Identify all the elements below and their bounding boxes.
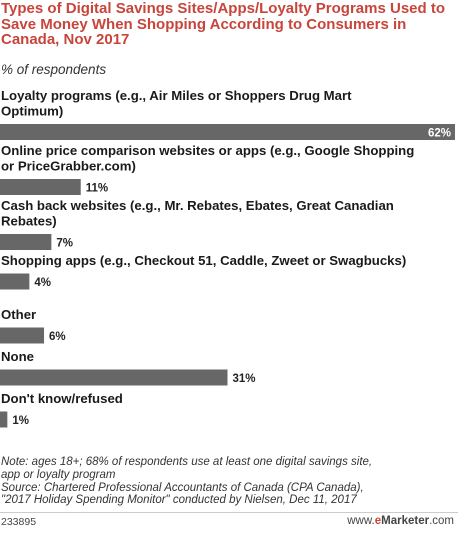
brand-name: Marketer — [381, 515, 430, 527]
chart-subtitle: % of respondents — [1, 62, 107, 77]
brand-prefix: www. — [347, 515, 375, 527]
category-label-line: Loyalty programs (e.g., Air Miles or Sho… — [1, 88, 352, 103]
bar — [0, 234, 52, 250]
bar — [0, 179, 81, 195]
value-label: 11% — [86, 183, 108, 195]
category-label: Don't know/refused — [1, 391, 123, 406]
category-label-line: or PriceGrabber.com) — [1, 159, 136, 174]
footer-divider — [0, 512, 458, 513]
brand-logo: eMarketer — [375, 515, 429, 527]
value-label: 62% — [428, 128, 451, 140]
bar — [0, 124, 455, 140]
value-label: 6% — [49, 331, 66, 343]
brand-accent: e — [374, 515, 382, 527]
brand-link[interactable]: www.eMarketer.com — [347, 515, 454, 527]
category-label: Other — [1, 307, 36, 322]
category-label: Loyalty programs (e.g., Air Miles or Sho… — [1, 88, 352, 119]
chart-title: Types of Digital Savings Sites/Apps/Loya… — [1, 0, 445, 48]
category-label: Online price comparison websites or apps… — [1, 143, 414, 174]
category-label: None — [1, 349, 34, 364]
category-label-line: Cash back websites (e.g., Mr. Rebates, E… — [1, 198, 394, 213]
value-label: 4% — [34, 277, 51, 289]
bar-chart: Loyalty programs (e.g., Air Miles or Sho… — [0, 88, 455, 428]
bar — [0, 327, 45, 344]
value-label: 1% — [12, 415, 29, 427]
chart-id: 233895 — [1, 516, 37, 528]
source-line: "2017 Holiday Spending Monitor" conducte… — [1, 494, 357, 507]
category-label-line: Don't know/refused — [1, 391, 123, 406]
category-label-line: Other — [1, 307, 36, 322]
category-label-line: Shopping apps (e.g., Checkout 51, Caddle… — [1, 253, 406, 268]
category-label-line: Rebates) — [1, 214, 57, 229]
source-line: Source: Chartered Professional Accountan… — [1, 481, 364, 494]
brand-suffix: .com — [429, 515, 454, 527]
category-label-line: Optimum) — [1, 104, 63, 119]
category-label-line: None — [1, 349, 34, 364]
bar — [0, 411, 8, 428]
note-line: Note: ages 18+; 68% of respondents use a… — [1, 456, 373, 468]
category-label: Cash back websites (e.g., Mr. Rebates, E… — [1, 198, 394, 229]
bar — [0, 273, 30, 290]
category-label: Shopping apps (e.g., Checkout 51, Caddle… — [1, 253, 406, 268]
value-label: 31% — [233, 373, 256, 385]
note-line: app or loyalty program — [1, 468, 116, 481]
chart-notes: Note: ages 18+; 68% of respondents use a… — [1, 456, 456, 507]
bar — [0, 369, 228, 386]
category-label-line: Online price comparison websites or apps… — [1, 143, 414, 158]
value-label: 7% — [56, 238, 73, 250]
